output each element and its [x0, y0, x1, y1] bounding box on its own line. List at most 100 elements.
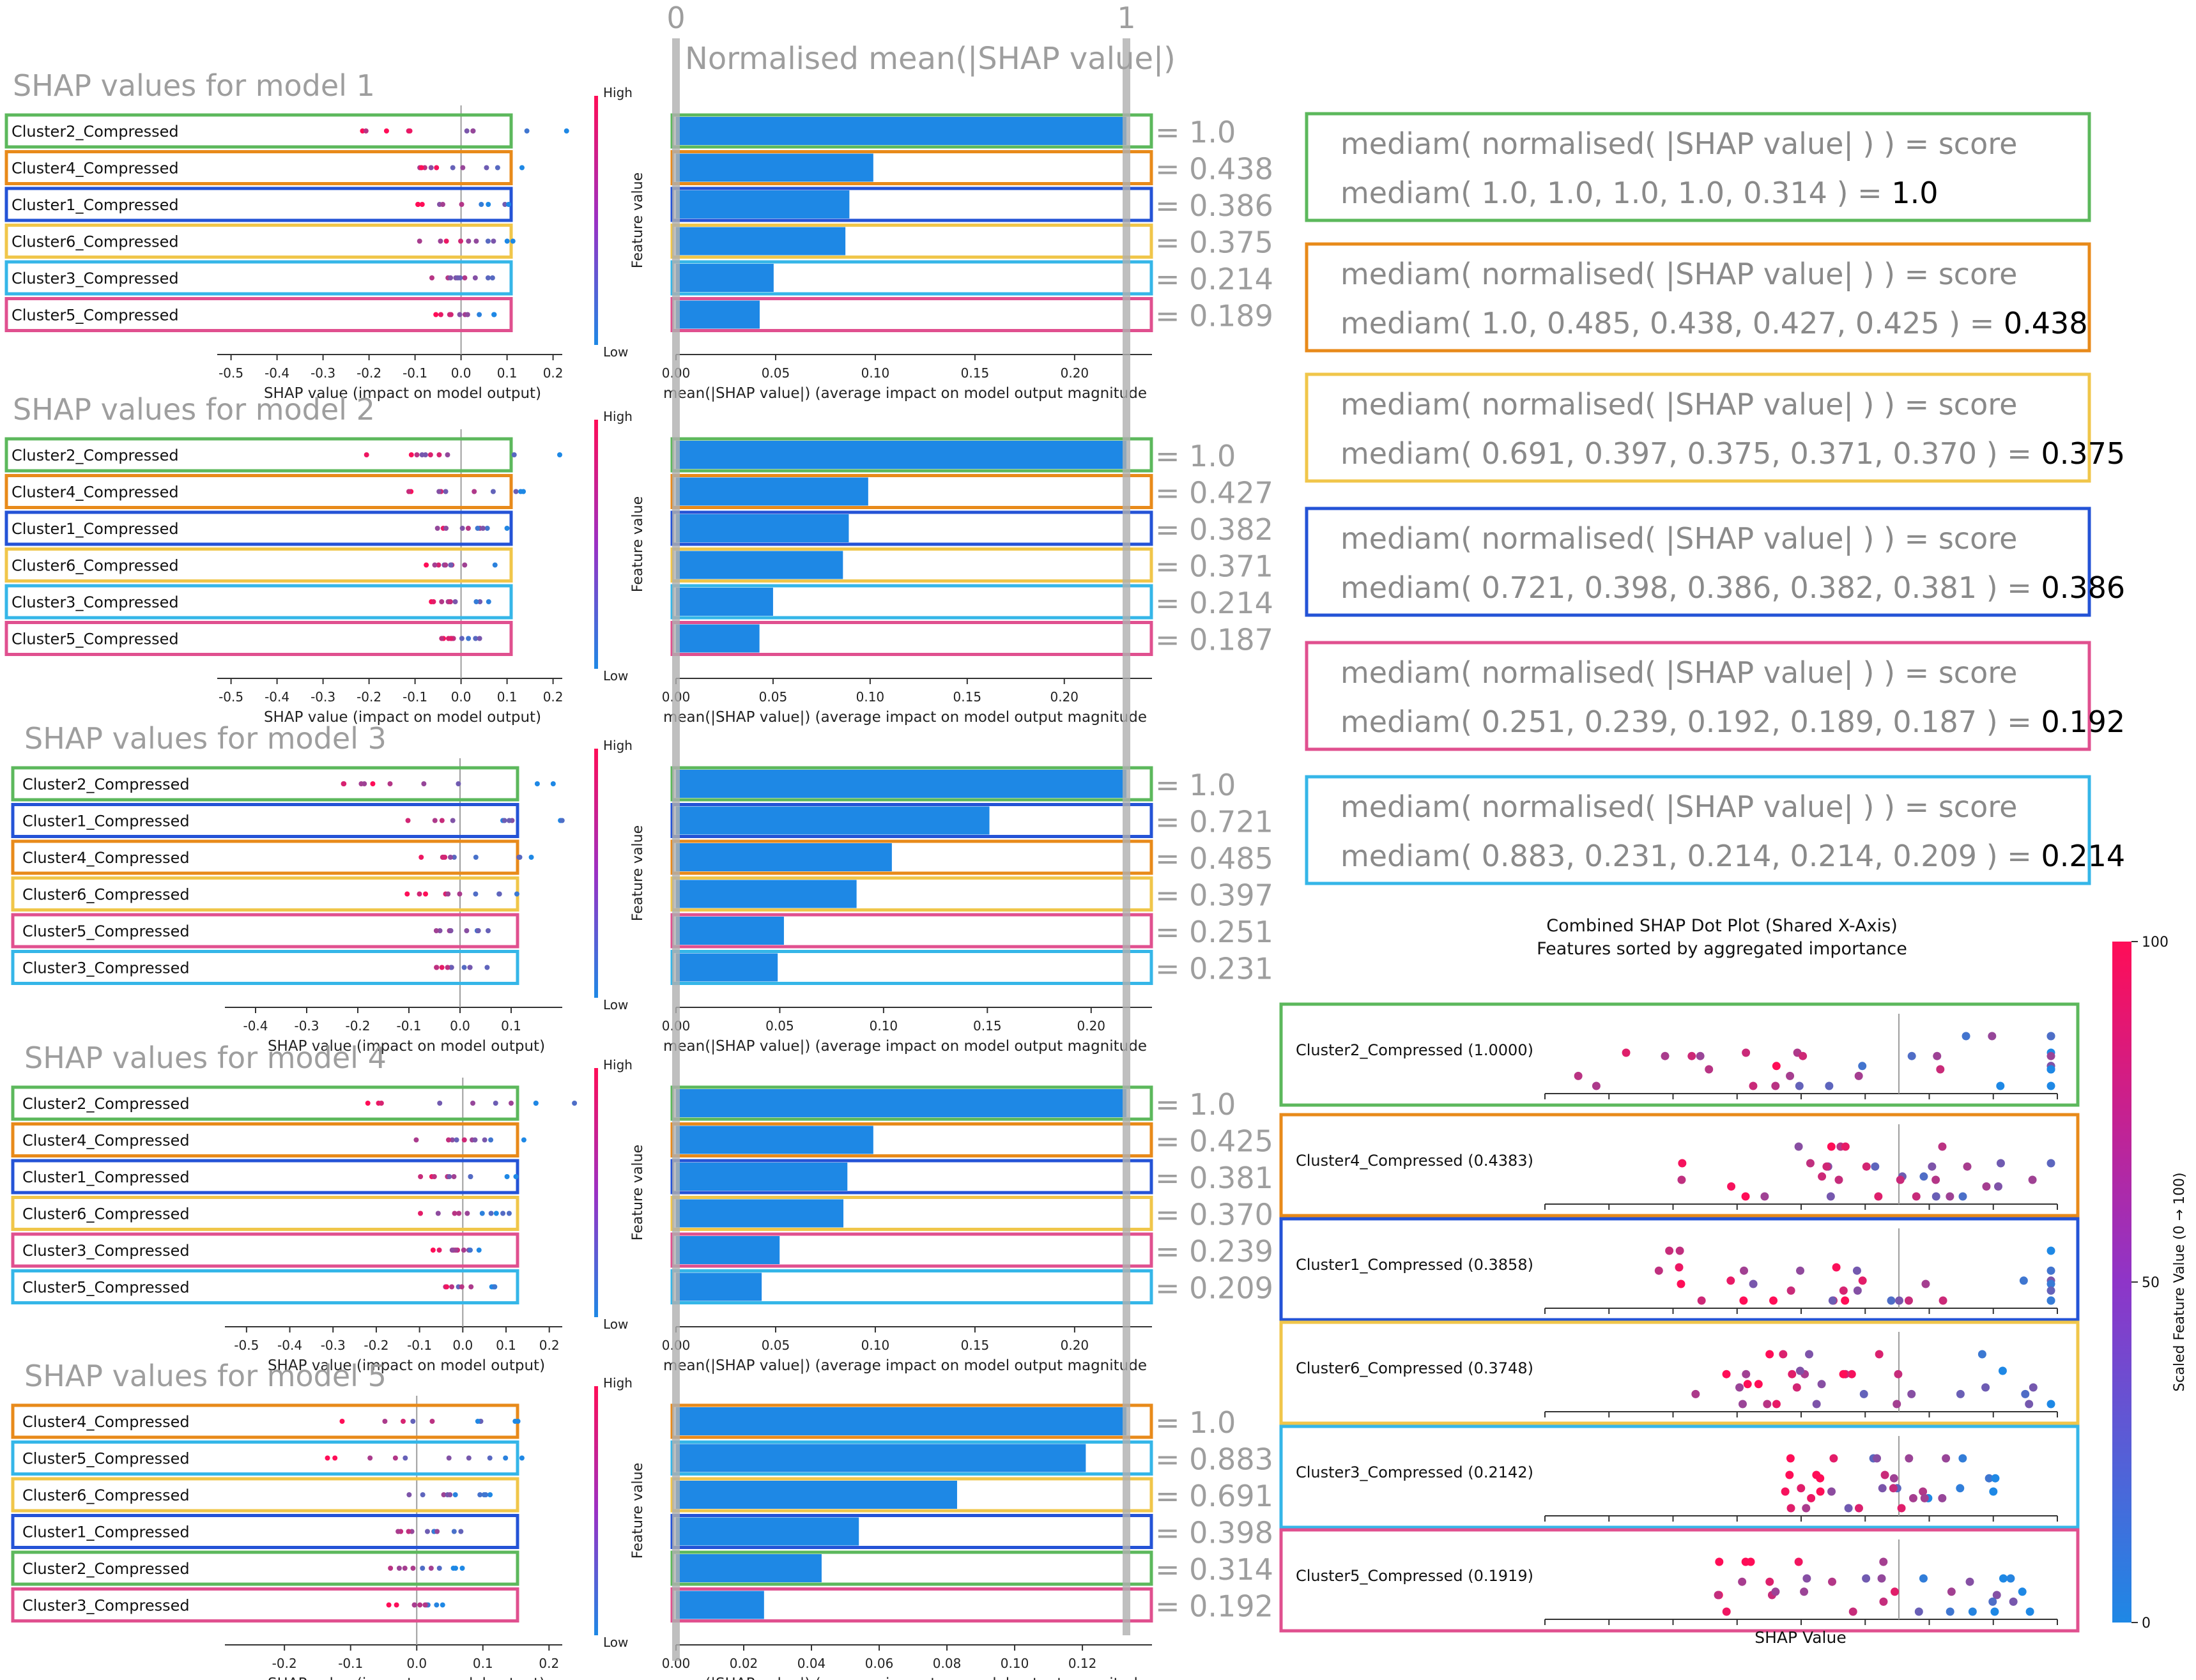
colorbar-high-label: High: [603, 738, 633, 753]
shap-dot: [559, 818, 565, 823]
feature-label: Cluster2_Compressed: [22, 1560, 190, 1578]
normalised-score: = 0.438: [1155, 152, 1273, 187]
feature-row: Cluster1_Compressed = 0.381: [11, 1159, 1273, 1195]
importance-bar: [676, 1199, 844, 1228]
importance-bar: [676, 1407, 1126, 1435]
shap-dot: [447, 1492, 453, 1497]
shap-dot: [488, 1210, 494, 1216]
combined-dot: [1697, 1296, 1706, 1305]
combined-dot: [1714, 1591, 1723, 1600]
importance-bar: [676, 227, 846, 256]
shap-dot: [440, 1602, 445, 1608]
shap-dot: [424, 562, 429, 568]
shap-dot: [431, 1174, 437, 1179]
beeswarm-tick-label: 0.2: [543, 365, 564, 381]
shap-dot: [468, 1284, 474, 1290]
combined-dot: [1947, 1587, 1956, 1596]
shap-dot: [451, 855, 457, 860]
combined-dot: [1942, 1454, 1951, 1463]
combined-dot: [1574, 1071, 1583, 1080]
combined-dot: [1802, 1574, 1811, 1583]
shap-dot: [417, 238, 422, 244]
shap-dot: [461, 1248, 466, 1253]
bar-tick-label: 0.10: [856, 689, 885, 705]
feature-value-label: Feature value: [630, 172, 646, 268]
shap-dot: [473, 599, 479, 604]
normalised-score: = 1.0: [1155, 1405, 1236, 1440]
shap-dot: [510, 238, 516, 244]
combined-row: Cluster2_Compressed (1.0000): [1279, 1002, 2080, 1107]
importance-bar: [676, 917, 784, 945]
model-panel-2: SHAP values for model 2 -0.5 -0.4 -0.3 -0.2 -…: [4, 392, 1273, 726]
feature-row: Cluster5_Compressed = 0.187: [4, 621, 1273, 657]
shap-dot: [493, 1101, 498, 1106]
combined-dot: [2025, 1607, 2034, 1616]
combined-dot: [1771, 1081, 1780, 1090]
feature-highlight-box: [4, 437, 513, 473]
shap-dot: [480, 526, 486, 531]
combined-dot: [1982, 1182, 1991, 1191]
combined-dot: [2046, 1246, 2055, 1255]
combined-dot: [1991, 1474, 2000, 1483]
combined-dot: [1742, 1370, 1751, 1378]
shap-dot: [504, 526, 510, 531]
bar-tick-label: 0.02: [730, 1656, 758, 1671]
importance-bar: [676, 770, 1126, 798]
combined-dot: [1678, 1159, 1687, 1168]
combined-dot: [1858, 1062, 1867, 1071]
beeswarm-tick-label: -0.2: [357, 689, 381, 705]
score-box-frame: [1305, 641, 2091, 751]
beeswarm-x-label: SHAP value (impact on model output): [268, 1357, 545, 1374]
shap-dot: [485, 928, 491, 933]
combined-dot: [1675, 1246, 1684, 1255]
combined-dot: [1841, 1142, 1850, 1151]
shap-dot: [451, 1174, 457, 1179]
model-panel-3: SHAP values for model 3 -0.4 -0.3 -0.2 -0.1 0…: [11, 721, 1273, 1055]
combined-dot: [2029, 1383, 2038, 1392]
shap-dot: [450, 1566, 456, 1571]
shap-dot: [408, 452, 414, 457]
combined-dot: [2046, 1051, 2055, 1060]
colorbar-high-label: High: [603, 409, 633, 424]
normalised-axis-header: 0 1 Normalised mean(|SHAP value|): [666, 1, 1176, 77]
combined-dot: [1715, 1557, 1724, 1566]
shap-dot: [456, 1210, 462, 1216]
shap-dot: [363, 128, 369, 134]
combined-dot: [1999, 1574, 2008, 1583]
feature-highlight-box: [11, 913, 519, 949]
shap-dot: [489, 275, 495, 280]
combined-dot: [1920, 1493, 1929, 1502]
shap-dot: [431, 599, 436, 604]
shap-dot: [564, 128, 569, 134]
score-box-frame: [1305, 507, 2091, 617]
formula-values: mediam( 0.691, 0.397, 0.375, 0.371, 0.37…: [1340, 436, 2125, 471]
shap-dot: [528, 855, 534, 860]
shap-dot: [395, 1529, 401, 1534]
shap-dot: [367, 1455, 373, 1461]
combined-dot: [2046, 1266, 2055, 1275]
combined-dot: [1742, 1048, 1751, 1057]
score-box: mediam( normalised( |SHAP value| ) ) = s…: [1305, 372, 2125, 483]
beeswarm-tick-label: -0.1: [396, 1018, 421, 1034]
shap-dot: [488, 1492, 493, 1497]
combined-row: Cluster1_Compressed (0.3858): [1279, 1217, 2080, 1322]
shap-dot: [449, 1137, 455, 1143]
score-box: mediam( normalised( |SHAP value| ) ) = s…: [1305, 507, 2125, 617]
combined-dot: [1963, 1162, 1972, 1171]
combined-dot: [1772, 1400, 1781, 1409]
feature-highlight-box: [4, 297, 513, 332]
normalised-score: = 0.189: [1155, 299, 1273, 333]
shap-dot: [392, 1455, 398, 1461]
combined-dot: [1958, 1192, 1967, 1201]
bar-tick-label: 0.15: [961, 1338, 990, 1353]
normalised-score: = 0.382: [1155, 512, 1273, 547]
shap-dot: [448, 928, 454, 933]
combined-dot: [1807, 1493, 1816, 1502]
combined-dot: [1877, 1574, 1886, 1583]
shap-dot: [490, 489, 496, 494]
beeswarm-x-label: SHAP value (impact on model output): [268, 1038, 545, 1055]
beeswarm-x-label: SHAP value (impact on model output): [264, 709, 541, 726]
shap-dot: [517, 855, 523, 860]
normalised-score: = 0.425: [1155, 1124, 1273, 1159]
combined-dot: [1852, 1266, 1861, 1275]
